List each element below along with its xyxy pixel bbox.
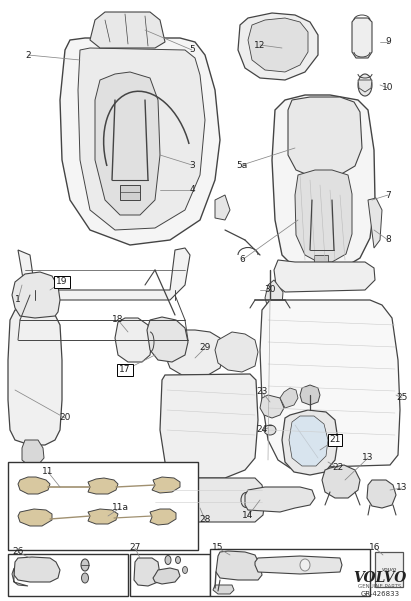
Polygon shape — [165, 330, 224, 375]
Polygon shape — [12, 272, 60, 318]
Polygon shape — [265, 280, 283, 310]
Ellipse shape — [81, 559, 89, 571]
Text: 29: 29 — [199, 344, 211, 353]
Polygon shape — [152, 477, 180, 493]
Text: 26: 26 — [12, 548, 24, 557]
Text: GENUINE PARTS: GENUINE PARTS — [358, 584, 402, 588]
Text: 3: 3 — [189, 160, 195, 169]
Polygon shape — [248, 18, 308, 72]
Ellipse shape — [300, 559, 310, 571]
Text: 23: 23 — [256, 388, 268, 397]
Polygon shape — [352, 18, 372, 58]
Text: 9: 9 — [385, 37, 391, 46]
Text: VOLVO: VOLVO — [353, 571, 407, 585]
Polygon shape — [238, 13, 318, 80]
Polygon shape — [358, 80, 372, 92]
Text: 30: 30 — [264, 285, 276, 294]
Text: 10: 10 — [382, 84, 394, 93]
Polygon shape — [88, 478, 118, 494]
Text: VOLVO: VOLVO — [381, 568, 397, 572]
Text: 12: 12 — [254, 40, 266, 49]
Polygon shape — [150, 509, 176, 525]
Bar — [120, 185, 140, 200]
Text: 28: 28 — [199, 516, 211, 525]
Text: 16: 16 — [369, 543, 381, 552]
Polygon shape — [78, 48, 205, 230]
Ellipse shape — [165, 555, 171, 564]
Text: 18: 18 — [112, 316, 124, 325]
Polygon shape — [22, 440, 44, 465]
Polygon shape — [8, 308, 62, 445]
Text: 4: 4 — [189, 186, 195, 195]
Polygon shape — [295, 170, 352, 262]
Ellipse shape — [81, 573, 88, 583]
Text: 1: 1 — [15, 296, 21, 305]
Polygon shape — [289, 416, 328, 466]
Polygon shape — [274, 260, 375, 292]
Text: 21: 21 — [329, 436, 341, 445]
Polygon shape — [14, 557, 60, 582]
Polygon shape — [215, 332, 258, 372]
Bar — [8, 554, 128, 596]
Polygon shape — [255, 556, 342, 574]
Bar — [8, 462, 198, 550]
Text: 7: 7 — [385, 191, 391, 200]
Polygon shape — [215, 195, 230, 220]
Ellipse shape — [175, 557, 180, 564]
Bar — [130, 554, 210, 596]
Polygon shape — [153, 568, 180, 584]
Bar — [314, 255, 328, 267]
Polygon shape — [300, 385, 320, 405]
Polygon shape — [90, 12, 165, 48]
Polygon shape — [322, 465, 360, 498]
Text: 2: 2 — [25, 50, 31, 59]
Polygon shape — [213, 585, 234, 594]
Text: 13: 13 — [396, 483, 408, 492]
Polygon shape — [115, 318, 152, 362]
Text: 13: 13 — [362, 454, 374, 463]
Polygon shape — [150, 478, 265, 522]
Polygon shape — [18, 509, 52, 526]
Text: 17: 17 — [119, 365, 131, 374]
Text: 8: 8 — [385, 236, 391, 245]
Polygon shape — [368, 198, 382, 248]
Text: 20: 20 — [59, 413, 71, 423]
Polygon shape — [282, 410, 338, 475]
Text: 5a: 5a — [236, 160, 247, 169]
Text: 24: 24 — [256, 426, 268, 435]
Polygon shape — [260, 300, 400, 468]
Text: 22: 22 — [332, 463, 344, 472]
Polygon shape — [245, 487, 315, 512]
Polygon shape — [18, 477, 50, 494]
Text: 5: 5 — [189, 46, 195, 55]
Bar — [375, 552, 403, 587]
Ellipse shape — [358, 74, 372, 96]
Polygon shape — [88, 509, 118, 524]
Polygon shape — [18, 248, 190, 300]
Polygon shape — [216, 551, 262, 580]
Polygon shape — [147, 317, 188, 362]
Text: GR-426833: GR-426833 — [360, 591, 399, 597]
Text: 11a: 11a — [111, 504, 129, 513]
Text: 25: 25 — [396, 394, 408, 403]
Ellipse shape — [264, 425, 276, 435]
Ellipse shape — [182, 567, 187, 573]
Text: 27: 27 — [129, 543, 141, 552]
Text: 15: 15 — [212, 543, 224, 552]
Text: 11: 11 — [42, 468, 54, 477]
Text: 6: 6 — [239, 255, 245, 264]
Polygon shape — [134, 558, 160, 586]
Polygon shape — [260, 395, 284, 418]
Polygon shape — [272, 95, 375, 272]
Polygon shape — [160, 374, 258, 478]
Polygon shape — [95, 72, 160, 215]
Polygon shape — [288, 97, 362, 178]
Polygon shape — [12, 568, 28, 586]
Text: 19: 19 — [56, 278, 68, 287]
Polygon shape — [367, 480, 396, 508]
Text: 14: 14 — [242, 511, 254, 520]
Polygon shape — [280, 388, 298, 408]
Polygon shape — [60, 38, 220, 245]
Bar — [210, 549, 370, 596]
